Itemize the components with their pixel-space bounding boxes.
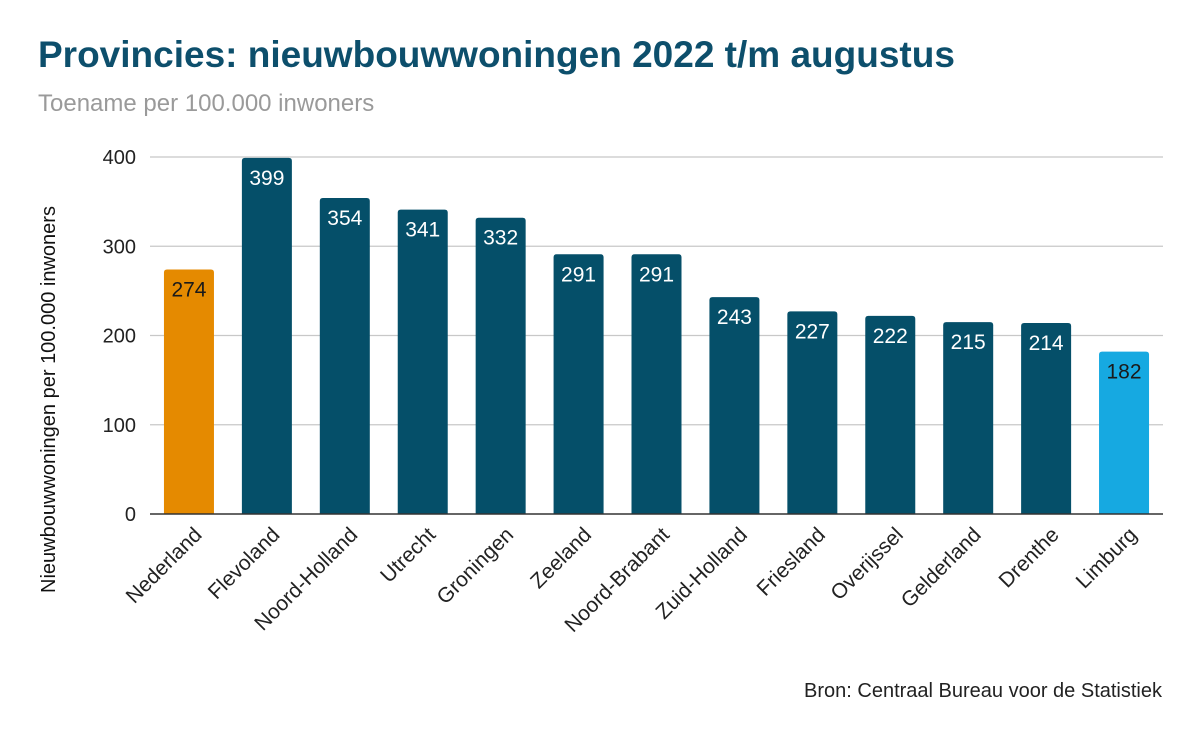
y-tick-label: 0 (125, 504, 136, 526)
x-tick-label: Flevoland (204, 523, 285, 604)
data-label: 182 (1107, 361, 1142, 384)
data-label: 243 (717, 306, 752, 329)
bar-noord-brabant (631, 254, 682, 514)
data-label: 291 (561, 263, 596, 286)
y-tick-label: 300 (103, 236, 136, 258)
x-tick-label: Utrecht (376, 523, 440, 587)
data-label: 215 (951, 331, 986, 354)
y-axis-label: Nieuwbouwwoningen per 100.000 inwoners (38, 206, 60, 593)
data-label: 399 (249, 167, 284, 190)
bar-zuid-holland (709, 297, 760, 514)
x-tick-label: Gelderland (897, 523, 986, 612)
source-note: Bron: Centraal Bureau voor de Statistiek (804, 680, 1162, 702)
bar-nederland (163, 269, 214, 514)
bar-drenthe (1021, 323, 1072, 514)
x-tick-label: Limburg (1072, 523, 1142, 593)
data-label: 227 (795, 320, 830, 343)
y-tick-label: 100 (103, 415, 136, 437)
bar-friesland (787, 311, 838, 514)
y-tick-label: 200 (103, 326, 136, 348)
data-label: 214 (1029, 332, 1064, 355)
data-labels: 274 399 354 341 332 291 291 243 227 222 215 214 182 (171, 167, 1141, 384)
bars (163, 157, 1150, 514)
bar-overijssel (865, 315, 916, 514)
y-axis-ticks: 0 100 200 300 400 (103, 147, 136, 526)
data-label: 341 (405, 219, 440, 242)
bar-utrecht (397, 209, 448, 514)
chart-subtitle: Toename per 100.000 inwoners (38, 90, 375, 117)
x-tick-label: Zeeland (526, 523, 596, 593)
bar-groningen (475, 217, 526, 514)
bar-noord-holland (319, 198, 370, 514)
bar-limburg (1099, 351, 1150, 514)
y-tick-label: 400 (103, 147, 136, 169)
x-tick-label: Friesland (753, 523, 830, 600)
x-tick-label: Drenthe (995, 523, 1064, 592)
bar-flevoland (241, 157, 292, 514)
data-label: 291 (639, 263, 674, 286)
data-label: 222 (873, 325, 908, 348)
data-label: 354 (327, 207, 362, 230)
chart-title: Provincies: nieuwbouwwoningen 2022 t/m a… (38, 34, 955, 75)
x-tick-label: Groningen (433, 523, 519, 609)
data-label: 274 (171, 278, 206, 301)
data-label: 332 (483, 227, 518, 250)
bar-gelderland (943, 322, 994, 514)
x-tick-label: Overijssel (826, 523, 907, 604)
bar-zeeland (553, 254, 604, 514)
x-tick-label: Nederland (122, 523, 207, 608)
